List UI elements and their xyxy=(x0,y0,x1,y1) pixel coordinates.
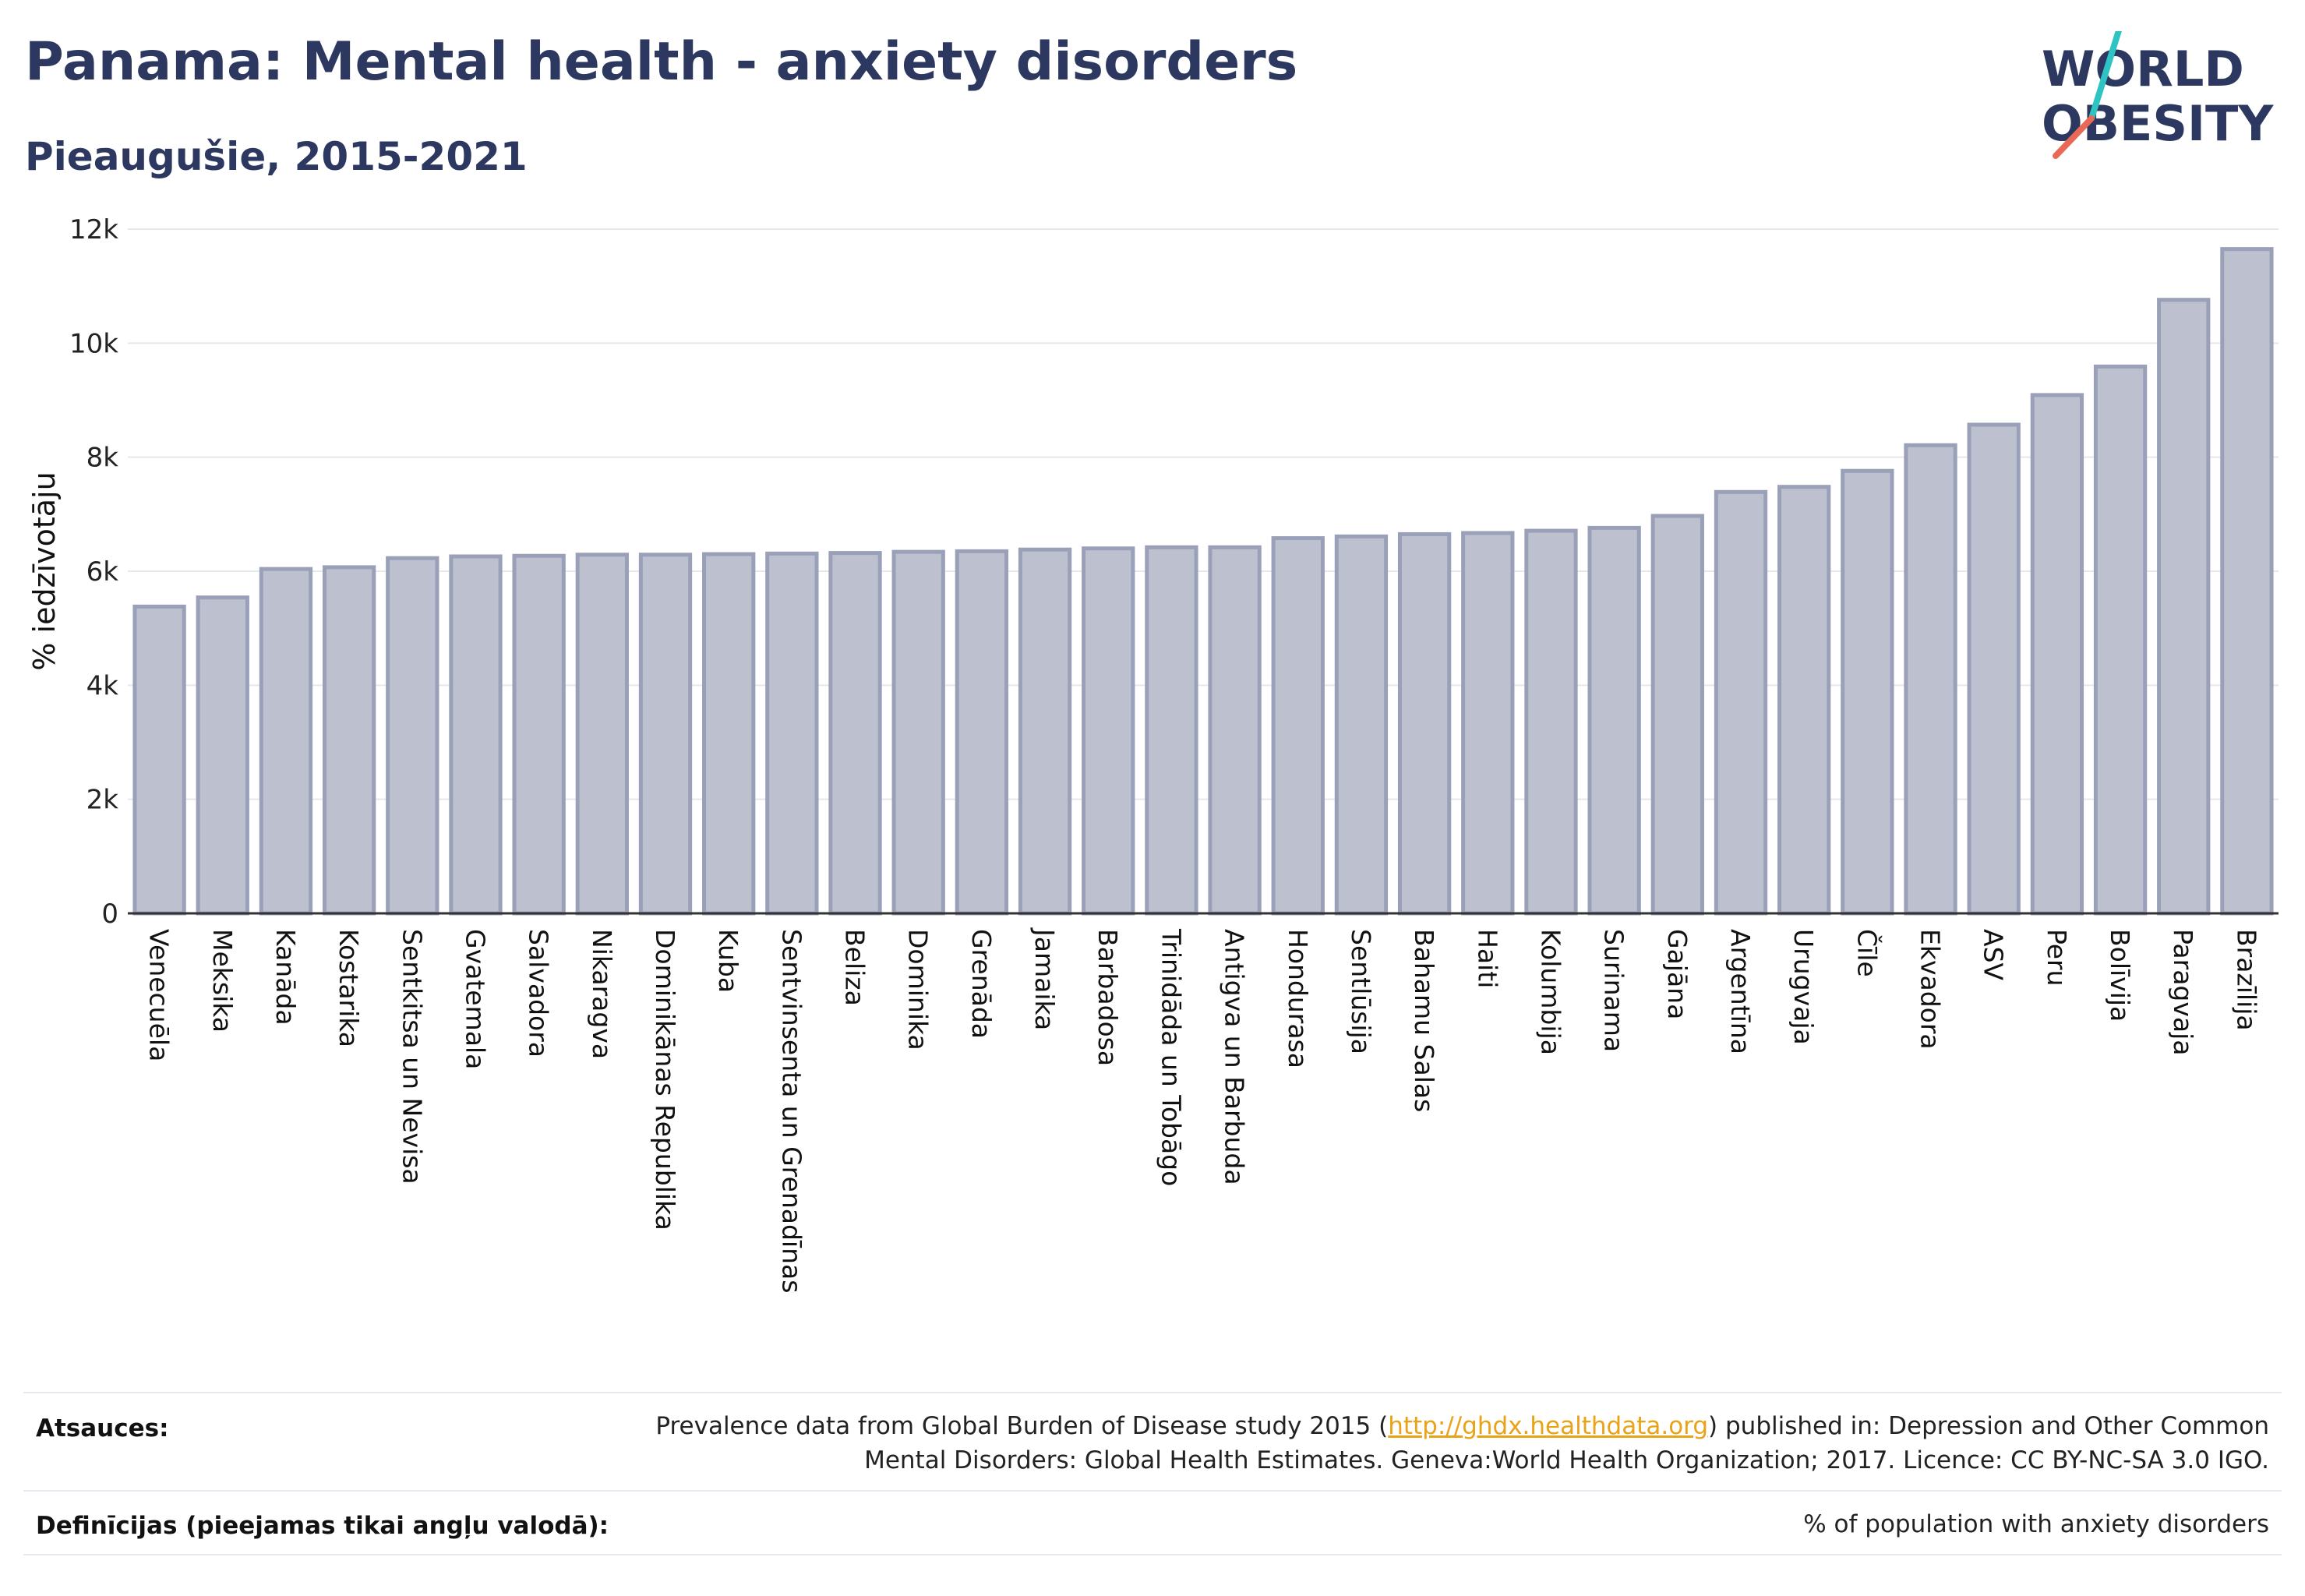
x-tick-label: Gajāna xyxy=(1662,929,1693,1019)
bar xyxy=(1334,534,1389,916)
x-tick-label: Salvadora xyxy=(524,929,554,1058)
x-tick-label: Dominikānas Republika xyxy=(650,929,680,1231)
x-tick-label: Kostarika xyxy=(334,929,364,1047)
bar xyxy=(1777,485,1831,916)
bar xyxy=(1650,514,1704,916)
x-tick-label: Urugvaja xyxy=(1788,929,1819,1045)
logo-slash-top xyxy=(2088,31,2122,122)
x-tick-label: Peru xyxy=(2042,929,2072,987)
x-tick-label: Beliza xyxy=(840,929,870,1006)
x-tick-label: Jamaika xyxy=(1029,927,1060,1030)
sources-text-after: ) published in: Depression and Other Com… xyxy=(1708,1412,2269,1440)
x-tick-label: ASV xyxy=(1978,929,2009,981)
bar xyxy=(322,565,376,916)
bar xyxy=(1397,531,1452,916)
bar-chart: 0 2k 4k 6k 8k 10k 12k Venecuēla Meksika Kanāda Ko… xyxy=(27,214,2279,1293)
sources-text-line2: Mental Disorders: Global Health Estimate… xyxy=(864,1446,2269,1474)
x-tick-label: Trinidāda un Tobāgo xyxy=(1156,928,1186,1186)
x-tick-label: Gvatemala xyxy=(460,929,490,1069)
bar xyxy=(1082,546,1135,916)
y-tick-label: 0 xyxy=(101,899,118,930)
x-tick-label: Nikaragva xyxy=(587,929,617,1059)
x-tick-label: Sentlūsija xyxy=(1346,929,1376,1054)
bar xyxy=(386,556,439,916)
x-tick-label: Kanāda xyxy=(270,929,301,1026)
bar xyxy=(196,595,249,916)
bars xyxy=(132,247,2274,916)
x-tick-label: Kolumbija xyxy=(1535,929,1565,1055)
y-tick-label: 6k xyxy=(86,556,119,588)
y-axis-ticks: 0 2k 4k 6k 8k 10k 12k xyxy=(69,214,118,930)
chart-subtitle: Pieaugušie, 2015-2021 xyxy=(25,134,528,179)
definitions-label: Definīcijas (pieejamas tikai angļu valod… xyxy=(36,1512,609,1540)
bar xyxy=(2030,393,2084,916)
y-tick-label: 10k xyxy=(69,328,118,359)
bar xyxy=(2220,247,2274,916)
x-tick-label: Brazīlija xyxy=(2231,929,2261,1031)
x-tick-label: Sentkitsa un Nevisa xyxy=(397,929,427,1185)
x-tick-label: Barbadosa xyxy=(1092,929,1123,1066)
logo-slash-bottom xyxy=(2053,115,2095,159)
bar xyxy=(955,549,1009,916)
bar xyxy=(1714,489,1768,916)
bar xyxy=(132,604,186,916)
y-axis-label: % iedzīvotāju xyxy=(27,471,62,670)
x-tick-label: Bahamu Salas xyxy=(1409,929,1439,1112)
sources-text: Prevalence data from Global Burden of Di… xyxy=(655,1409,2269,1478)
sources-text-before: Prevalence data from Global Burden of Di… xyxy=(655,1412,1389,1440)
footer-divider-middle xyxy=(23,1490,2282,1492)
bar xyxy=(1841,468,1894,916)
bar xyxy=(1524,528,1578,916)
bar xyxy=(891,549,945,916)
footer-divider-bottom xyxy=(23,1554,2282,1555)
bar xyxy=(828,551,882,916)
footer-divider-top xyxy=(23,1392,2282,1393)
bar xyxy=(1587,525,1641,916)
bar xyxy=(1271,536,1325,916)
bar xyxy=(765,551,819,916)
bar xyxy=(1461,531,1515,916)
bar xyxy=(1967,422,2021,916)
logo-word-world: WORLD xyxy=(2042,41,2244,97)
bar xyxy=(2157,298,2211,916)
x-tick-label: Meksika xyxy=(207,929,238,1033)
sources-link[interactable]: http://ghdx.healthdata.org xyxy=(1388,1412,1709,1440)
bar xyxy=(1018,547,1072,916)
y-tick-label: 2k xyxy=(86,785,119,816)
bar xyxy=(512,553,566,916)
x-tick-label: Kuba xyxy=(713,929,743,993)
bar xyxy=(449,554,503,916)
x-tick-label: Surinama xyxy=(1599,929,1629,1052)
y-tick-label: 8k xyxy=(86,443,119,474)
bar xyxy=(2093,364,2148,916)
bar xyxy=(702,552,756,916)
bar xyxy=(259,567,313,916)
world-obesity-logo: WORLD OBESITY xyxy=(2042,31,2274,159)
x-tick-label: Antigva un Barbuda xyxy=(1220,929,1250,1185)
x-axis-labels: Venecuēla Meksika Kanāda Kostarika Sentkitsa… xyxy=(144,927,2262,1293)
bar xyxy=(575,553,629,916)
x-tick-label: Dominika xyxy=(903,929,934,1050)
x-tick-label: Grenāda xyxy=(966,929,997,1039)
x-tick-label: Haiti xyxy=(1472,929,1502,988)
x-tick-label: Ekvadora xyxy=(1915,929,1946,1050)
bar xyxy=(1904,443,1957,916)
x-tick-label: Argentīna xyxy=(1725,929,1756,1054)
x-tick-label: Sentvinsenta un Grenadīnas xyxy=(776,929,807,1293)
logo-word-obesity: OBESITY xyxy=(2042,95,2274,152)
y-tick-label: 12k xyxy=(69,214,118,245)
bar xyxy=(638,553,693,916)
chart-title: Panama: Mental health - anxiety disorder… xyxy=(25,31,1298,93)
sources-label: Atsauces: xyxy=(36,1414,169,1442)
x-tick-label: Čīle xyxy=(1851,929,1883,977)
x-tick-label: Venecuēla xyxy=(144,929,175,1061)
x-tick-label: Paragvaja xyxy=(2168,929,2198,1056)
x-tick-label: Hondurasa xyxy=(1283,929,1313,1068)
bar xyxy=(1145,545,1198,916)
x-tick-label: Bolīvija xyxy=(2105,929,2135,1022)
definitions-text: % of population with anxiety disorders xyxy=(1803,1510,2269,1538)
y-tick-label: 4k xyxy=(86,670,119,701)
bar xyxy=(1208,545,1262,916)
